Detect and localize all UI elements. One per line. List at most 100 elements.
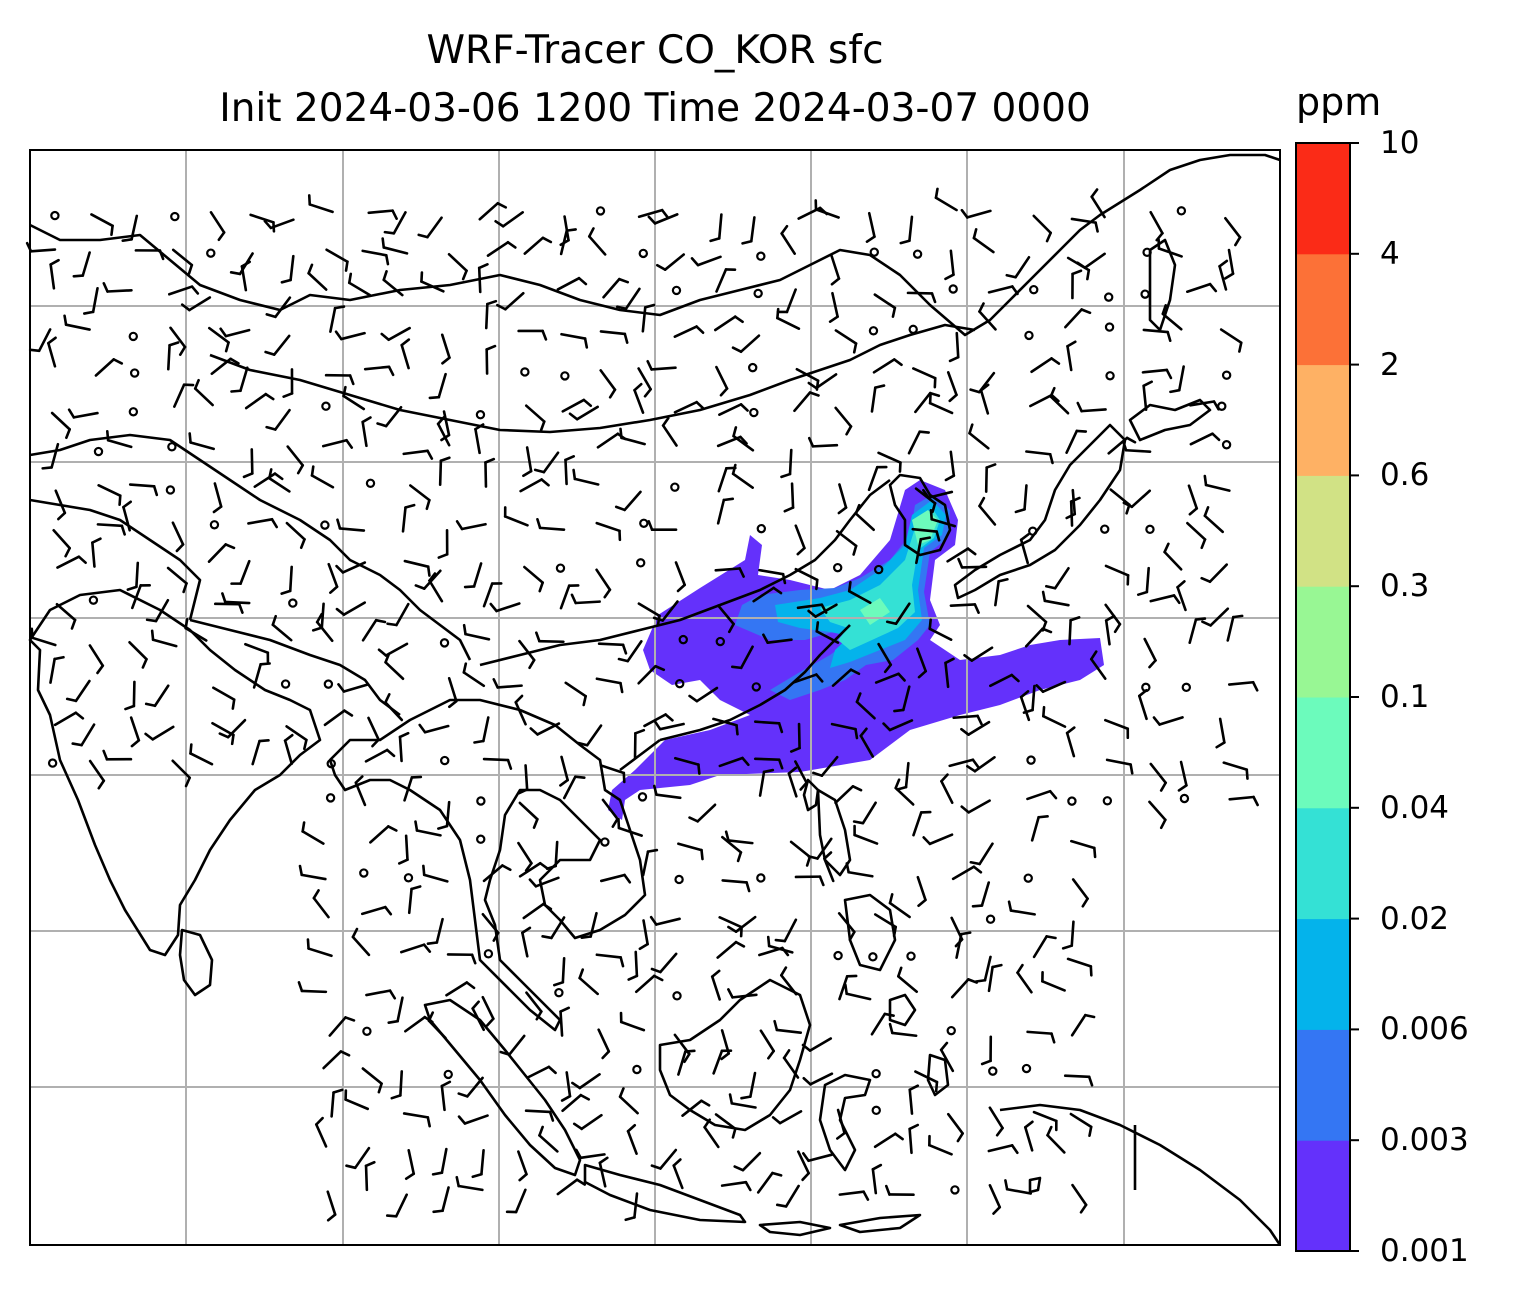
wind-barb bbox=[652, 600, 679, 622]
wind-barb bbox=[417, 216, 443, 239]
wind-barb bbox=[485, 344, 497, 375]
wind-barb bbox=[618, 1087, 639, 1115]
wind-barb bbox=[758, 568, 787, 585]
wind-barb bbox=[1109, 488, 1131, 515]
wind-barb bbox=[126, 561, 140, 591]
wind-barb bbox=[474, 423, 485, 455]
wind-barb bbox=[1122, 440, 1152, 453]
wind-barb bbox=[347, 272, 372, 297]
wind-barb bbox=[67, 408, 99, 419]
wind-barb bbox=[361, 249, 390, 266]
wind-barb bbox=[1105, 758, 1134, 775]
calm-wind-marker bbox=[985, 914, 996, 924]
wind-barb bbox=[877, 451, 902, 473]
wind-barb bbox=[1070, 217, 1099, 233]
wind-barb bbox=[638, 919, 649, 951]
coastline bbox=[1028, 1176, 1042, 1194]
wind-barb bbox=[773, 1019, 803, 1035]
wind-barb bbox=[733, 1151, 762, 1172]
wind-barb bbox=[758, 768, 775, 797]
calm-wind-marker bbox=[988, 1066, 998, 1076]
colorbar-tick-label: 0.04 bbox=[1380, 789, 1450, 826]
coastline bbox=[29, 433, 472, 661]
wind-barb bbox=[560, 332, 589, 349]
wind-barb bbox=[1030, 357, 1061, 374]
wind-barb bbox=[602, 277, 630, 299]
wind-barb bbox=[400, 338, 411, 370]
wind-barb bbox=[908, 1123, 920, 1155]
wind-barb bbox=[376, 405, 403, 428]
wind-barb bbox=[1004, 1179, 1033, 1195]
wind-barb bbox=[1070, 1013, 1096, 1037]
calm-wind-marker bbox=[1179, 793, 1190, 804]
wind-barb bbox=[128, 640, 148, 669]
colorbar-segment bbox=[1296, 918, 1350, 1030]
wind-barb bbox=[431, 1147, 448, 1176]
wind-barb bbox=[871, 1163, 883, 1195]
wind-barb bbox=[438, 456, 451, 487]
calm-wind-marker bbox=[440, 755, 450, 766]
wind-barb bbox=[478, 201, 508, 221]
wind-barb bbox=[870, 384, 886, 413]
wind-barb bbox=[365, 989, 397, 1000]
coastline bbox=[926, 1053, 950, 1097]
wind-barb bbox=[1007, 900, 1036, 916]
wind-barb bbox=[522, 446, 533, 478]
wind-barb bbox=[519, 478, 550, 493]
wind-barb bbox=[336, 518, 366, 532]
wind-barb bbox=[782, 1049, 800, 1079]
wind-barb bbox=[703, 1118, 720, 1149]
wind-barb bbox=[1226, 614, 1244, 642]
calm-wind-marker bbox=[671, 285, 682, 296]
wind-barb bbox=[828, 291, 839, 323]
wind-barb bbox=[732, 426, 755, 452]
wind-barb bbox=[538, 1125, 559, 1153]
wind-barb bbox=[650, 1148, 678, 1170]
wind-barb bbox=[1049, 386, 1070, 415]
wind-barb bbox=[129, 716, 141, 748]
wind-barb bbox=[1069, 1112, 1093, 1137]
wind-barb bbox=[952, 714, 983, 726]
wind-barb bbox=[171, 759, 191, 788]
wind-barb bbox=[1071, 1183, 1088, 1214]
wind-barb bbox=[948, 758, 980, 769]
wind-barb bbox=[244, 392, 275, 410]
wind-barb bbox=[1032, 935, 1057, 959]
colorbar-segment bbox=[1296, 143, 1350, 255]
calm-wind-marker bbox=[908, 324, 918, 335]
coastline bbox=[843, 893, 897, 972]
wind-barb bbox=[974, 955, 992, 983]
wind-barb bbox=[595, 677, 624, 694]
wind-barb bbox=[457, 1076, 484, 1098]
calm-wind-marker bbox=[365, 478, 376, 489]
wind-barb bbox=[402, 1112, 431, 1128]
coastline bbox=[802, 778, 820, 812]
calm-wind-marker bbox=[321, 401, 331, 411]
wind-barb bbox=[1071, 269, 1083, 300]
calm-wind-marker bbox=[1217, 401, 1227, 411]
calm-wind-marker bbox=[678, 634, 688, 645]
wind-barb bbox=[655, 253, 686, 271]
wind-barb bbox=[360, 905, 393, 916]
wind-barb bbox=[462, 623, 491, 641]
wind-barb bbox=[1224, 217, 1242, 247]
coastline bbox=[178, 928, 214, 997]
wind-barb bbox=[1063, 1074, 1094, 1087]
wind-barb bbox=[171, 521, 185, 553]
wind-barb bbox=[727, 915, 757, 933]
wind-barb bbox=[244, 642, 270, 664]
wind-barb bbox=[1122, 489, 1152, 509]
wind-barb bbox=[559, 228, 577, 256]
wind-barb bbox=[885, 602, 911, 626]
wind-barb bbox=[471, 1000, 486, 1032]
wind-barb bbox=[1035, 680, 1067, 694]
wind-barb bbox=[1029, 393, 1060, 408]
wind-barb bbox=[169, 326, 187, 356]
wind-barb bbox=[268, 468, 291, 493]
wind-barb bbox=[207, 543, 236, 563]
wind-barb bbox=[637, 664, 666, 685]
colorbar-tick-label: 0.3 bbox=[1380, 568, 1430, 605]
wind-barb bbox=[852, 801, 877, 825]
wind-barb bbox=[855, 692, 876, 720]
wind-barb bbox=[301, 821, 325, 845]
